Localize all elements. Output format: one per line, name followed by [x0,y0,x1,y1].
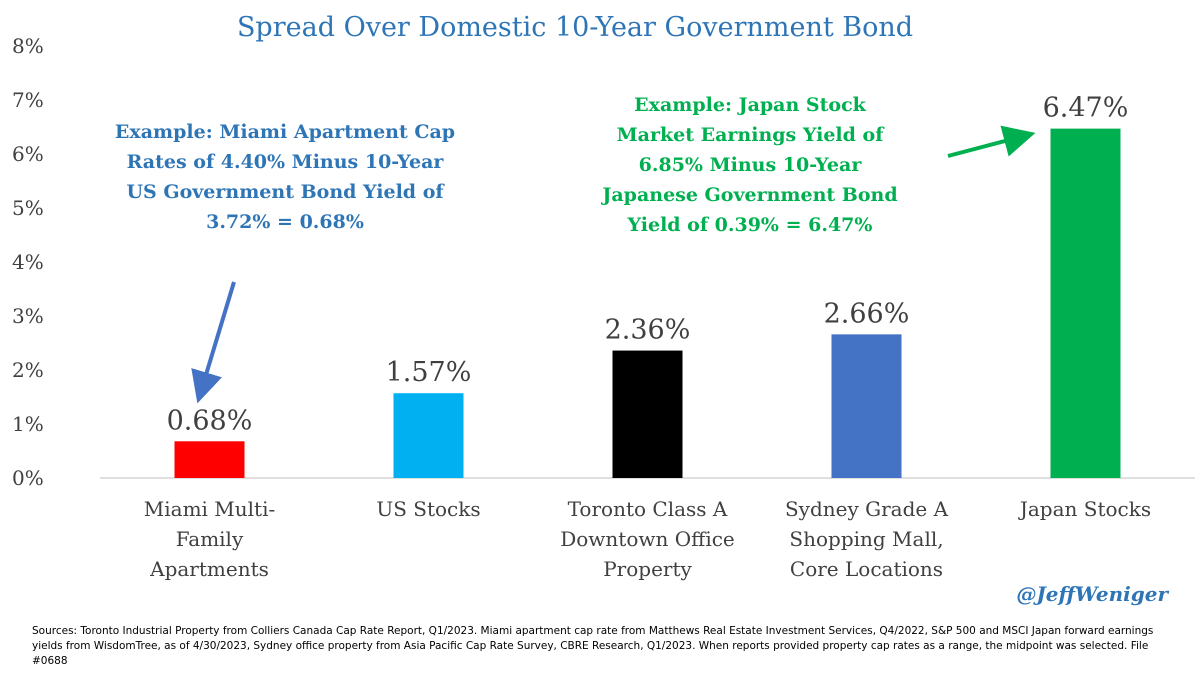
y-tick-label: 1% [12,412,44,436]
miami-annotation-line: 3.72% = 0.68% [206,211,364,233]
miami-annotation-line: Example: Miami Apartment Cap [114,121,456,143]
sources-note: Sources: Toronto Industrial Property fro… [32,625,1154,667]
x-tick-label: Core Locations [790,557,943,581]
bar [612,350,683,478]
y-tick-label: 0% [12,466,44,490]
bar [393,393,464,478]
x-tick-label: Sydney Grade A [785,497,949,521]
data-label: 0.68% [167,405,253,436]
x-tick-label: Toronto Class A [568,497,728,521]
japan-arrow [947,125,1036,158]
y-tick-label: 6% [12,142,44,166]
x-tick-label: US Stocks [376,497,480,521]
data-label: 1.57% [386,357,472,388]
miami-annotation: Example: Miami Apartment Cap Rates of 4.… [70,117,500,237]
bar [174,441,245,478]
chart-title: Spread Over Domestic 10-Year Government … [236,12,914,43]
x-tick-label: Shopping Mall, [789,527,943,551]
bar [1050,128,1121,478]
x-tick-label: Downtown Office [560,527,735,551]
japan-annotation-line: Example: Japan Stock [634,94,866,116]
miami-annotation-line: Rates of 4.40% Minus 10-Year [126,151,444,173]
bar [831,334,902,478]
data-label: 6.47% [1043,93,1129,124]
author-handle: @JeffWeniger [1016,582,1168,606]
japan-annotation-line: Yield of 0.39% = 6.47% [627,214,873,236]
x-tick-label: Apartments [149,557,269,581]
miami-arrow [191,281,236,404]
y-tick-label: 4% [12,250,44,274]
y-tick-label: 8% [12,34,44,58]
y-tick-label: 2% [12,358,44,382]
data-label: 2.66% [824,298,910,329]
x-tick-label: Property [603,557,692,581]
y-tick-label: 3% [12,304,44,328]
japan-annotation: Example: Japan Stock Market Earnings Yie… [555,90,945,240]
japan-annotation-line: Japanese Government Bond [602,184,898,206]
y-tick-label: 7% [12,88,44,112]
y-tick-label: 5% [12,196,44,220]
miami-annotation-line: US Government Bond Yield of [126,181,444,203]
x-tick-label: Miami Multi- [144,497,275,521]
data-label: 2.36% [605,315,691,346]
x-tick-label: Japan Stocks [1018,497,1151,521]
japan-annotation-line: Market Earnings Yield of [616,124,884,146]
annotation-arrows [191,125,1036,404]
bars: 0.68% Miami Multi- Family Apartments 1.57% US… [144,93,1151,581]
japan-annotation-line: 6.85% Minus 10-Year [638,154,862,176]
x-tick-label: Family [176,527,244,551]
